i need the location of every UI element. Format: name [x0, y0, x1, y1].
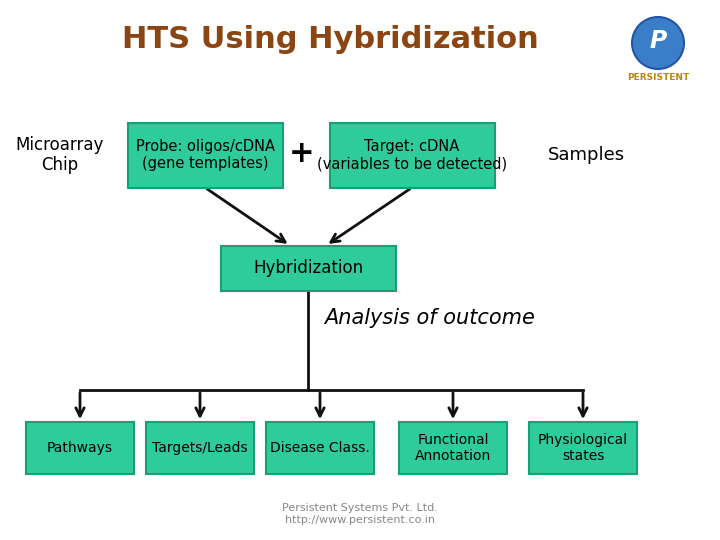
FancyBboxPatch shape: [146, 422, 254, 474]
Text: Microarray
Chip: Microarray Chip: [16, 136, 104, 174]
Text: Hybridization: Hybridization: [253, 259, 363, 277]
Text: Physiological
states: Physiological states: [538, 433, 628, 463]
FancyBboxPatch shape: [26, 422, 134, 474]
Text: HTS Using Hybridization: HTS Using Hybridization: [122, 25, 539, 55]
Text: Probe: oligos/cDNA
(gene templates): Probe: oligos/cDNA (gene templates): [135, 139, 274, 171]
Text: Target: cDNA
(variables to be detected): Target: cDNA (variables to be detected): [317, 139, 507, 171]
FancyBboxPatch shape: [529, 422, 637, 474]
Ellipse shape: [632, 17, 684, 69]
FancyBboxPatch shape: [127, 123, 282, 187]
Text: P: P: [649, 29, 667, 53]
FancyBboxPatch shape: [220, 246, 395, 291]
Text: Analysis of outcome: Analysis of outcome: [325, 308, 536, 328]
FancyBboxPatch shape: [266, 422, 374, 474]
Text: Targets/Leads: Targets/Leads: [152, 441, 248, 455]
FancyBboxPatch shape: [399, 422, 507, 474]
Text: Functional
Annotation: Functional Annotation: [415, 433, 491, 463]
Text: Pathways: Pathways: [47, 441, 113, 455]
FancyBboxPatch shape: [330, 123, 495, 187]
Text: Disease Class.: Disease Class.: [270, 441, 370, 455]
Text: +: +: [289, 138, 315, 167]
Text: Samples: Samples: [548, 146, 625, 164]
Text: PERSISTENT: PERSISTENT: [627, 73, 689, 83]
Text: Persistent Systems Pvt. Ltd.
http://www.persistent.co.in: Persistent Systems Pvt. Ltd. http://www.…: [282, 503, 438, 525]
